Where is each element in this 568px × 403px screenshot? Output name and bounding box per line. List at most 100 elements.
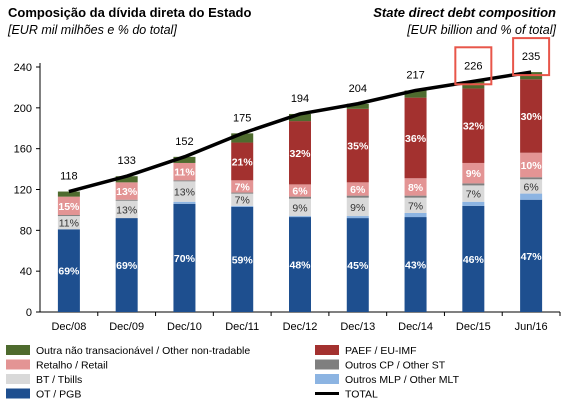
data-label: 7% (235, 195, 250, 207)
bar-segment-ot-pgb (115, 218, 138, 312)
bar-segment-bt-tbills (289, 198, 311, 217)
legend-label: BT / Tbills (36, 374, 82, 386)
bar-segment-outros-mlp-other-mlt (289, 216, 311, 218)
data-label: 9% (292, 202, 307, 214)
y-tick-label: 0 (26, 307, 32, 319)
y-tick-label: 80 (20, 225, 32, 237)
bar-segment-outros-cp-other-st (115, 199, 138, 201)
bar-segment-outros-cp-other-st (173, 180, 196, 182)
total-label: 226 (464, 60, 482, 72)
stacked-bars: 69% 11% 15% 69% 13% 13% 70% 13% 11% 59% 7% 7% 21% 48%… (57, 72, 543, 312)
x-tick-label: Dec/10 (167, 321, 202, 333)
data-label: 32% (463, 121, 485, 133)
bar-segment-outros-mlp-other-mlt (346, 216, 369, 219)
bar-segment-ot-pgb (462, 205, 485, 312)
chart-title-pt: Composição da dívida direta do Estado (8, 5, 252, 20)
data-label: 7% (408, 200, 423, 212)
highlight-box (454, 46, 493, 86)
bar-segment-outros-cp-other-st (57, 215, 80, 217)
x-tick-label: Dec/13 (340, 321, 375, 333)
bar-segment-ot-pgb (346, 218, 369, 312)
data-label: 9% (466, 168, 482, 180)
bar-segment-retalho-retail (115, 182, 138, 200)
data-label: 70% (174, 253, 196, 265)
legend: Outra não transacionável / Other non-tra… (6, 345, 460, 401)
bar-segment-ot-pgb (231, 206, 254, 312)
bar-segment-bt-tbills (346, 197, 369, 217)
data-label: 15% (58, 201, 80, 213)
bar-segment-paef-eu-imf (520, 79, 543, 153)
data-label: 36% (405, 133, 427, 145)
data-label: 13% (174, 187, 195, 199)
data-label: 6% (350, 184, 366, 196)
data-label: 10% (521, 160, 543, 172)
total-label: 235 (522, 51, 540, 63)
legend-label: TOTAL (345, 389, 378, 401)
bar-segment-bt-tbills (173, 181, 196, 202)
data-label: 7% (235, 181, 251, 193)
bar-segment-outros-mlp-other-mlt (404, 212, 427, 218)
data-label: 13% (116, 204, 137, 216)
bar-segment-outra-n-o-transacion-vel-other-non-tradable (346, 103, 369, 109)
data-label: 13% (116, 186, 138, 198)
legend-label: Retalho / Retail (36, 360, 108, 372)
bar-segment-outros-mlp-other-mlt (520, 193, 543, 200)
bar-segment-retalho-retail (57, 196, 80, 216)
data-label: 11% (59, 218, 79, 230)
bar-segment-ot-pgb (520, 199, 543, 312)
legend-swatch-paef-eu-imf (315, 345, 339, 355)
bar-segment-retalho-retail (462, 162, 485, 184)
data-label: 46% (463, 254, 485, 266)
legend-swatch-outra-n-o-transacion-vel-other-non-tradable (6, 345, 30, 355)
bar-segment-outros-cp-other-st (404, 195, 427, 198)
legend-label: Outros CP / Other ST (345, 360, 446, 372)
bar-segment-paef-eu-imf (346, 108, 369, 183)
data-label: 48% (289, 260, 311, 272)
bar-segment-outros-cp-other-st (231, 192, 254, 194)
bar-segment-retalho-retail (404, 178, 427, 196)
bar-segment-outros-cp-other-st (346, 195, 369, 198)
y-tick-label: 160 (14, 144, 32, 156)
legend-swatch-ot-pgb (6, 388, 30, 399)
bar-segment-paef-eu-imf (462, 88, 485, 163)
data-label: 6% (292, 186, 308, 198)
bar-segment-bt-tbills (520, 179, 543, 194)
bar-segment-ot-pgb (404, 217, 427, 312)
legend-swatch-outros-mlp-other-mlt (315, 374, 339, 384)
data-label: 11% (174, 167, 195, 179)
total-label: 217 (406, 69, 424, 81)
legend-label: Outros MLP / Other MLT (345, 374, 460, 386)
data-label: 45% (347, 260, 369, 272)
data-label: 35% (347, 141, 369, 153)
bar-segment-outra-n-o-transacion-vel-other-non-tradable (115, 176, 138, 183)
x-tick-label: Dec/08 (51, 321, 86, 333)
data-label: 47% (521, 251, 543, 263)
bar-segment-paef-eu-imf (231, 142, 254, 181)
bar-segment-retalho-retail (520, 152, 543, 178)
bar-segment-bt-tbills (57, 216, 80, 230)
data-label: 21% (232, 156, 254, 168)
bar-segment-outra-n-o-transacion-vel-other-non-tradable (404, 90, 427, 98)
y-tick-label: 200 (14, 103, 32, 115)
x-tick-label: Jun/16 (515, 321, 548, 333)
bar-segment-outra-n-o-transacion-vel-other-non-tradable (57, 191, 80, 197)
bar-segment-bt-tbills (115, 200, 138, 219)
bar-segment-paef-eu-imf (289, 121, 311, 185)
chart-subtitle-en: [EUR billion and % of total] (407, 23, 556, 37)
highlight-box (512, 37, 551, 77)
data-label: 43% (405, 260, 427, 272)
y-tick-label: 120 (14, 185, 32, 197)
x-tick-label: Dec/11 (225, 321, 259, 333)
bar-segment-retalho-retail (231, 180, 254, 193)
bar-segment-outros-mlp-other-mlt (173, 201, 196, 204)
total-label: 175 (233, 112, 251, 124)
data-label: 8% (408, 182, 424, 194)
total-label: 194 (291, 93, 309, 105)
total-line: 118 133 152 175 194 204 217 226 235 (60, 37, 551, 194)
data-label: 9% (350, 202, 365, 214)
bar-segment-bt-tbills (404, 197, 427, 213)
data-label: 30% (521, 111, 543, 123)
bar-segment-bt-tbills (462, 185, 485, 202)
bar-segment-outra-n-o-transacion-vel-other-non-tradable (173, 156, 196, 163)
legend-swatch-retalho-retail (6, 359, 30, 370)
